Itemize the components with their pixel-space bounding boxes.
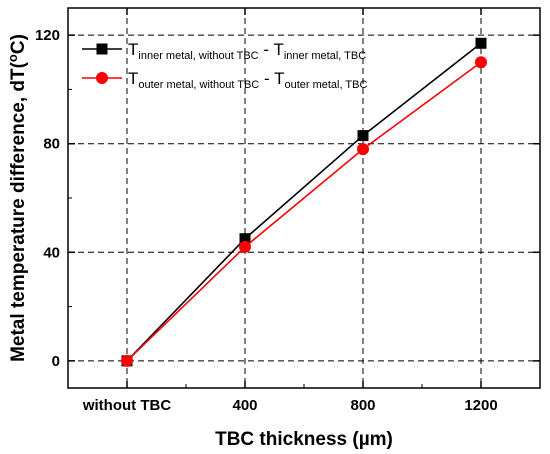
series-0-point-3 [475,37,487,49]
y-tick-label: 80 [43,136,60,153]
x-tick-label: 800 [350,397,375,414]
y-axis-label: Metal temperature difference, dT(oC) [5,34,29,362]
series-1-point-2 [357,143,369,156]
y-axis-label-end: C) [8,34,29,54]
legend-marker-0 [96,43,108,55]
x-tick-label: 400 [232,397,257,414]
legend-sub: inner metal, without TBC [138,50,258,62]
tick-marks [68,8,540,388]
series-0-point-2 [357,130,369,142]
series-1-point-3 [475,56,487,69]
x-tick-labels: without TBC 400 800 1200 [82,397,498,414]
series-0-point-1 [239,233,251,245]
legend-t: T [273,40,283,59]
series-line-0 [126,42,482,362]
legend-dash: - [259,40,274,59]
x-axis-label: TBC thickness (µm) [215,429,393,450]
legend-sub: outer metal, TBC [284,79,367,91]
series-1-point-1 [239,240,251,253]
legend-marker-1 [96,72,108,84]
y-axis-label-main: Metal temperature difference, dT( [8,61,29,362]
y-tick-labels: 0 40 80 120 [35,27,60,370]
legend-dash: - [259,69,274,88]
legend: Tinner metal, without TBC - Tinner metal… [82,40,367,91]
legend-t: T [274,69,284,88]
y-axis-label-superscript: o [5,54,20,62]
y-tick-label: 0 [52,353,60,370]
legend-sub: outer metal, without TBC [138,79,259,91]
legend-label-0: Tinner metal, without TBC - Tinner metal… [128,40,366,62]
legend-sub: inner metal, TBC [284,50,366,62]
y-tick-label: 120 [35,27,60,44]
series-line-1 [126,61,482,362]
series-1-point-0 [121,354,133,367]
y-tick-label: 40 [43,244,60,261]
x-tick-label: without TBC [82,397,171,414]
legend-label-1: Touter metal, without TBC - Touter metal… [128,69,367,91]
legend-t: T [128,69,138,88]
grid [68,8,540,388]
legend-t: T [128,40,138,59]
series-group [121,37,487,367]
x-tick-label: 1200 [464,397,497,414]
